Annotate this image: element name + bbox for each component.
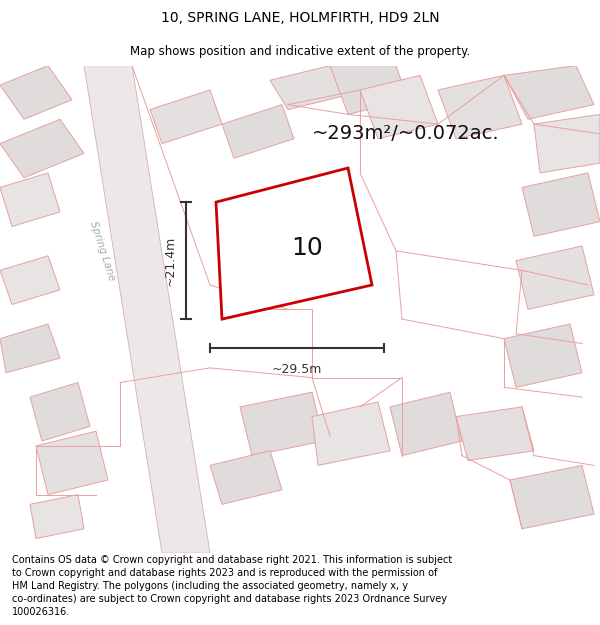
Polygon shape <box>534 114 600 173</box>
Polygon shape <box>0 119 84 178</box>
Text: 10: 10 <box>292 236 323 261</box>
Polygon shape <box>510 466 594 529</box>
Text: Contains OS data © Crown copyright and database right 2021. This information is : Contains OS data © Crown copyright and d… <box>12 554 452 618</box>
Text: ~21.4m: ~21.4m <box>164 236 177 286</box>
Polygon shape <box>150 90 222 144</box>
Polygon shape <box>312 402 390 466</box>
Polygon shape <box>270 66 348 109</box>
Polygon shape <box>504 324 582 388</box>
Polygon shape <box>216 168 372 319</box>
Polygon shape <box>390 392 462 456</box>
Polygon shape <box>522 173 600 236</box>
Polygon shape <box>0 173 60 226</box>
Polygon shape <box>210 451 282 504</box>
Polygon shape <box>36 431 108 494</box>
Polygon shape <box>30 494 84 539</box>
Polygon shape <box>84 66 210 553</box>
Polygon shape <box>240 392 324 456</box>
Polygon shape <box>228 236 312 295</box>
Polygon shape <box>0 66 72 119</box>
Polygon shape <box>504 66 594 119</box>
Polygon shape <box>30 382 90 441</box>
Polygon shape <box>360 76 438 139</box>
Text: Spring Lane: Spring Lane <box>88 220 116 282</box>
Text: 10, SPRING LANE, HOLMFIRTH, HD9 2LN: 10, SPRING LANE, HOLMFIRTH, HD9 2LN <box>161 11 439 26</box>
Text: ~29.5m: ~29.5m <box>272 363 322 376</box>
Polygon shape <box>456 407 534 461</box>
Text: ~293m²/~0.072ac.: ~293m²/~0.072ac. <box>312 124 500 143</box>
Polygon shape <box>330 66 408 114</box>
Polygon shape <box>438 76 522 139</box>
Polygon shape <box>0 324 60 372</box>
Polygon shape <box>516 246 594 309</box>
Polygon shape <box>222 104 294 158</box>
Polygon shape <box>0 256 60 304</box>
Text: Map shows position and indicative extent of the property.: Map shows position and indicative extent… <box>130 45 470 58</box>
